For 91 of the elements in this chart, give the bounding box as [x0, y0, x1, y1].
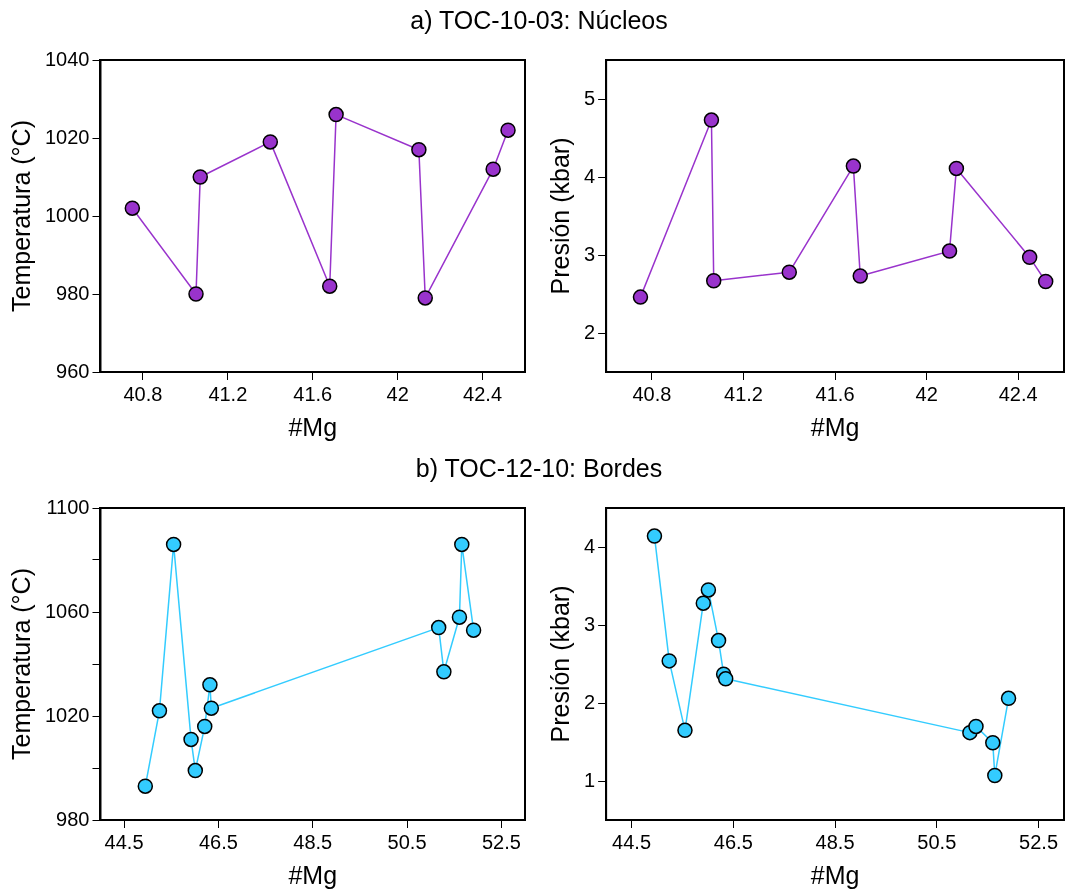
- x-tick-label: 46.5: [198, 830, 238, 853]
- point: [436, 664, 452, 680]
- point: [710, 632, 727, 649]
- x-tick-label: 42: [915, 382, 938, 405]
- point: [941, 243, 958, 259]
- point: [985, 735, 1001, 751]
- point: [188, 286, 204, 302]
- x-tick-label: 52.5: [481, 830, 521, 853]
- point: [262, 134, 279, 150]
- y-axis-title: Temperatura (°C): [6, 120, 35, 312]
- point: [328, 106, 344, 123]
- point: [321, 278, 338, 294]
- point: [1021, 249, 1038, 266]
- x-tick-label: 40.8: [632, 382, 672, 405]
- point: [151, 703, 168, 719]
- point: [485, 161, 501, 177]
- point: [705, 272, 722, 289]
- x-tick-label: 41.2: [724, 382, 763, 405]
- point: [700, 582, 717, 598]
- point: [454, 536, 470, 553]
- y-tick-label: 1: [584, 768, 596, 791]
- y-tick-label: 1060: [44, 599, 90, 622]
- x-axis-title: #Mg: [288, 860, 338, 889]
- point: [203, 700, 220, 716]
- x-tick-label: 42: [386, 382, 409, 405]
- y-tick-label: 1100: [46, 495, 90, 518]
- y-tick-label: 980: [56, 281, 90, 304]
- y-tick-label: 3: [584, 242, 596, 265]
- x-tick-label: 42.4: [998, 382, 1038, 405]
- point: [451, 609, 468, 625]
- point: [695, 595, 712, 611]
- point: [137, 778, 154, 794]
- x-tick-label: 40.8: [123, 382, 163, 405]
- x-tick-label: 50.5: [917, 830, 957, 853]
- y-tick-label: 5: [584, 86, 596, 109]
- point: [192, 169, 208, 185]
- y-tick-label: 2: [584, 320, 596, 343]
- y-tick-label: 980: [56, 807, 90, 830]
- point: [500, 122, 516, 138]
- point: [781, 264, 798, 280]
- y-axis-title: Temperatura (°C): [6, 568, 35, 760]
- x-tick-label: 50.5: [387, 830, 427, 853]
- x-tick-label: 42.4: [463, 382, 503, 405]
- y-tick-label: 960: [56, 359, 90, 382]
- point: [430, 619, 447, 636]
- point: [187, 762, 204, 779]
- point: [196, 718, 213, 735]
- chart-title: a) TOC-10-03: Núcleos: [409, 5, 669, 36]
- point: [646, 528, 663, 544]
- point: [411, 141, 427, 158]
- point: [183, 731, 199, 748]
- point: [703, 112, 720, 128]
- y-tick-label: 2: [584, 690, 596, 713]
- y-axis-title: Presión (kbar): [545, 585, 574, 743]
- point: [852, 268, 868, 284]
- x-tick-label: 48.5: [293, 830, 333, 853]
- x-tick-label: 46.5: [713, 830, 753, 853]
- point: [948, 160, 965, 177]
- point: [632, 289, 649, 305]
- x-tick-label: 41.2: [208, 382, 248, 405]
- point: [987, 767, 1003, 784]
- point: [677, 722, 693, 739]
- y-tick-label: 4: [584, 534, 596, 557]
- y-tick-label: 3: [584, 612, 596, 635]
- point: [1000, 690, 1017, 707]
- point: [1037, 273, 1054, 290]
- y-tick-label: 1000: [44, 203, 90, 226]
- point: [202, 677, 218, 693]
- y-tick-label: 1020: [44, 125, 90, 148]
- point: [845, 158, 862, 174]
- point: [717, 671, 734, 687]
- x-tick-label: 44.5: [104, 830, 144, 853]
- point: [661, 653, 677, 669]
- point: [165, 536, 182, 553]
- x-tick-label: 41.6: [293, 382, 333, 405]
- point: [417, 290, 433, 306]
- point: [124, 200, 141, 216]
- y-axis-title: Presión (kbar): [545, 137, 574, 295]
- x-tick-label: 48.5: [815, 830, 855, 853]
- x-axis-title: #Mg: [810, 412, 860, 441]
- x-axis-title: #Mg: [810, 860, 860, 889]
- x-axis-title: #Mg: [288, 412, 338, 441]
- x-tick-label: 52.5: [1019, 830, 1059, 853]
- y-tick-label: 1020: [44, 703, 90, 726]
- chart-title: b) TOC-12-10: Bordes: [414, 453, 664, 484]
- x-tick-label: 41.6: [815, 382, 855, 405]
- x-tick-label: 44.5: [612, 830, 652, 853]
- y-tick-label: 4: [584, 164, 596, 187]
- point: [968, 718, 984, 735]
- y-tick-label: 1040: [44, 47, 90, 70]
- point: [465, 622, 482, 638]
